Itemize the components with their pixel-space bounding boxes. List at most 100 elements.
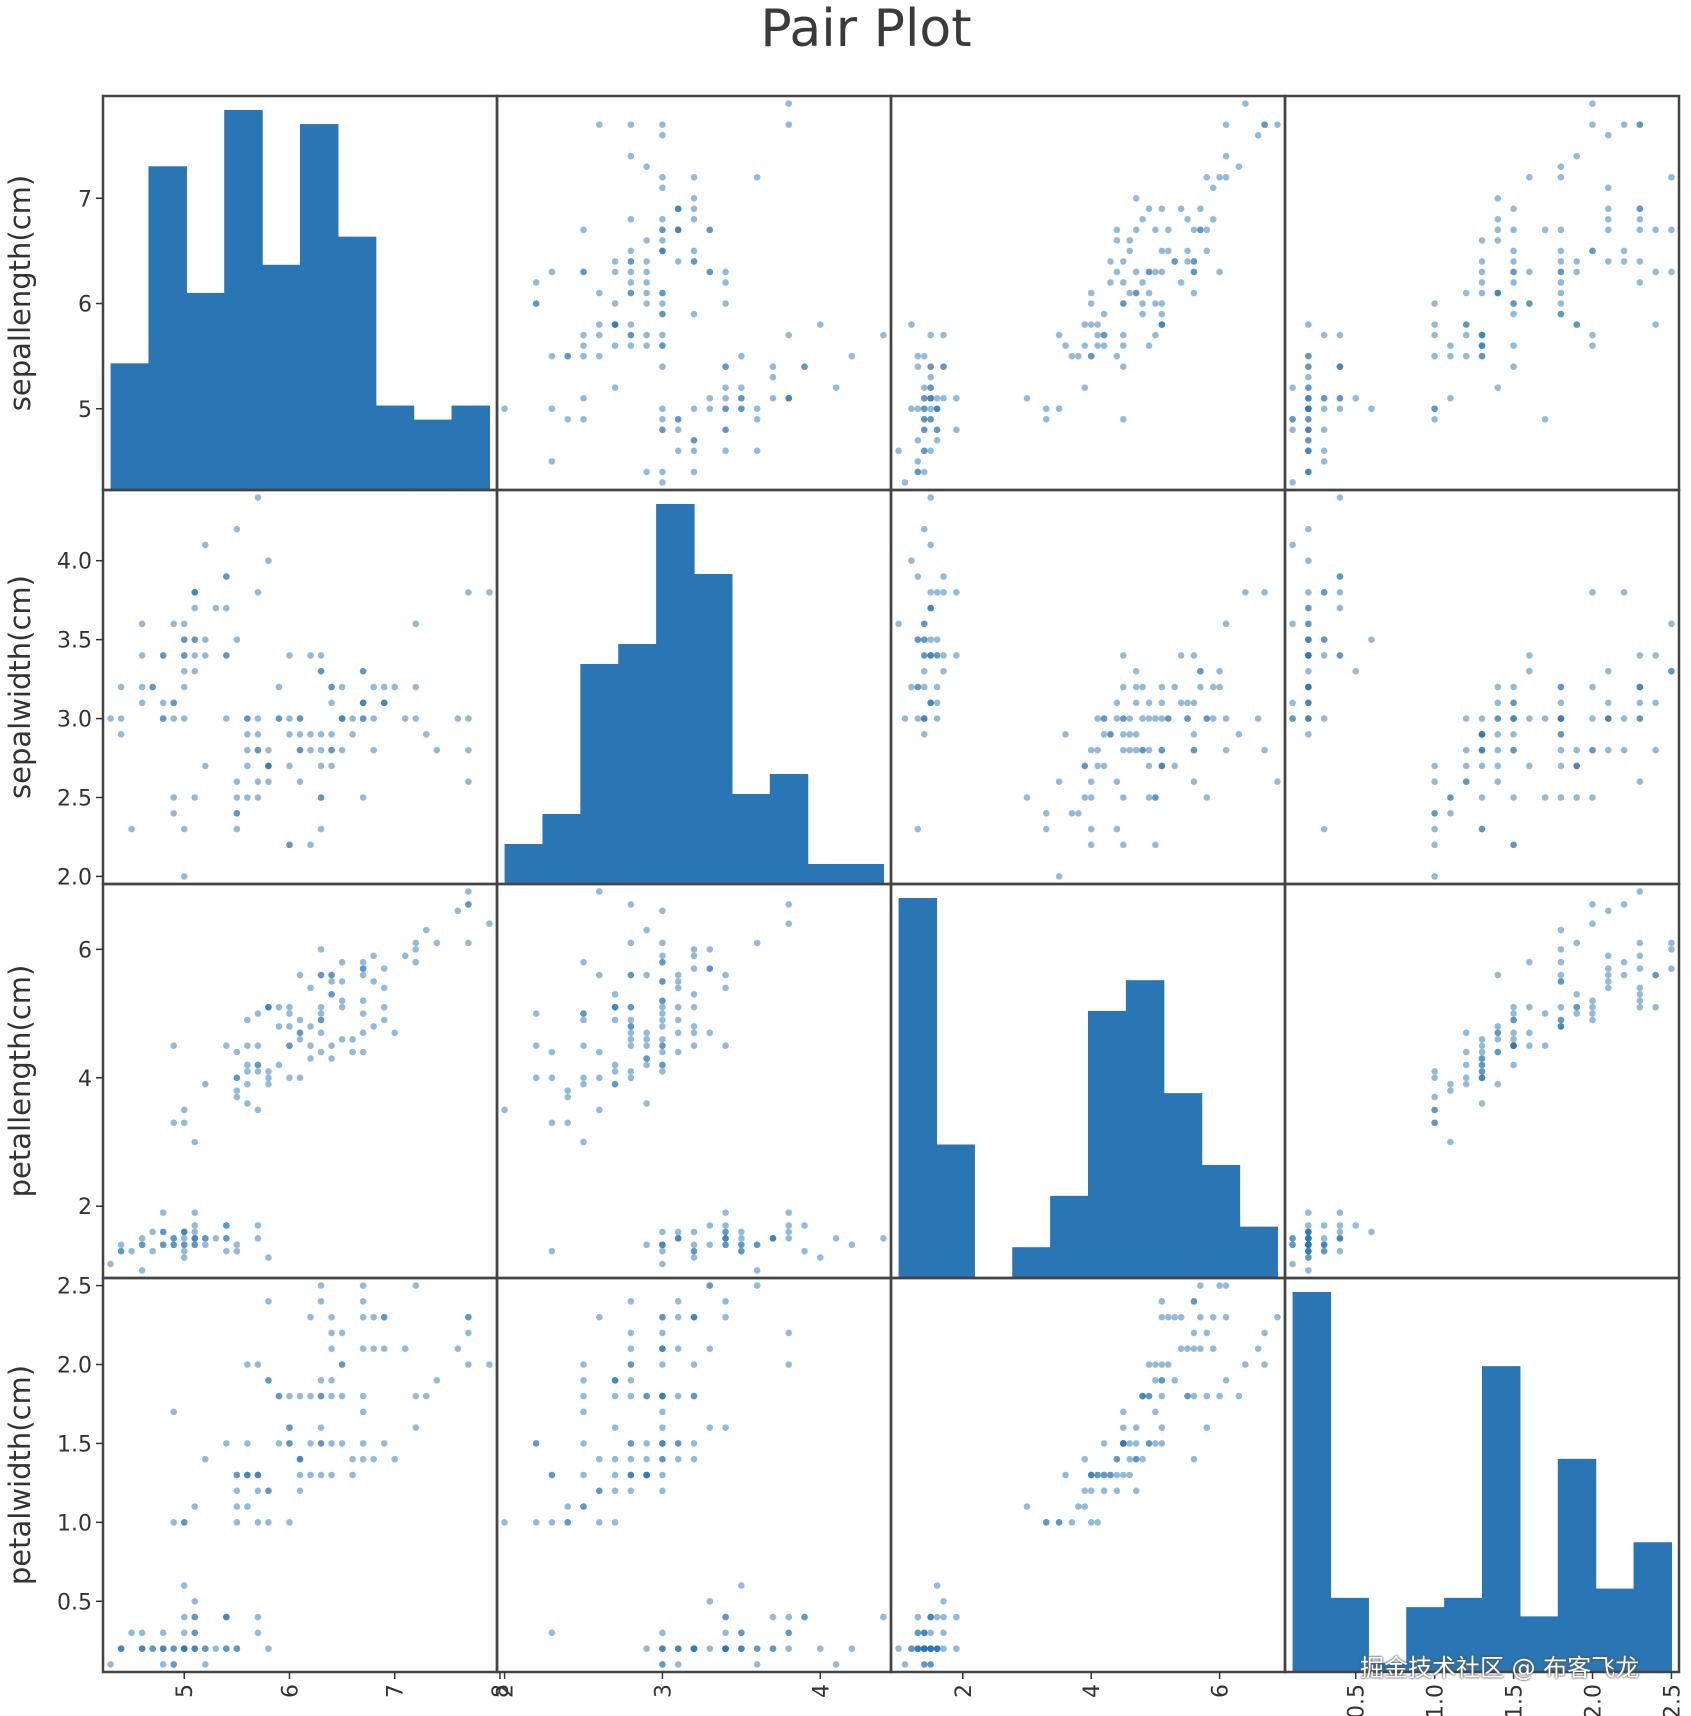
scatter-point bbox=[1055, 778, 1063, 786]
scatter-point bbox=[901, 479, 909, 486]
scatter-point bbox=[223, 573, 230, 580]
scatter-point bbox=[254, 731, 262, 738]
scatter-point bbox=[465, 1313, 472, 1321]
scatter-point bbox=[296, 731, 304, 738]
scatter-point bbox=[627, 1345, 635, 1353]
scatter-point bbox=[627, 1023, 635, 1030]
scatter-point bbox=[908, 557, 915, 565]
scatter-point bbox=[1190, 258, 1198, 265]
scatter-point bbox=[254, 778, 262, 786]
scatter-point bbox=[265, 778, 272, 786]
scatter-point bbox=[643, 268, 650, 276]
scatter-point bbox=[1462, 321, 1470, 328]
scatter-point bbox=[286, 1392, 293, 1400]
scatter-point bbox=[1462, 778, 1470, 786]
scatter-point bbox=[317, 1298, 325, 1305]
scatter-point bbox=[296, 1487, 304, 1495]
scatter-point bbox=[1087, 778, 1095, 786]
panel-sepallength-vs-petallength bbox=[889, 94, 1287, 492]
scatter-point bbox=[1158, 205, 1166, 213]
scatter-point bbox=[275, 1023, 283, 1030]
scatter-point bbox=[244, 746, 251, 754]
scatter-point bbox=[722, 1042, 729, 1049]
scatter-point bbox=[580, 1392, 587, 1400]
scatter-point bbox=[1222, 1313, 1230, 1321]
y-tick-label: 4 bbox=[78, 1067, 92, 1092]
scatter-point bbox=[1652, 746, 1659, 754]
scatter-point bbox=[627, 289, 635, 297]
scatter-point bbox=[920, 683, 928, 691]
hist-bar-sepalwidth-9 bbox=[845, 864, 885, 884]
scatter-point bbox=[1510, 205, 1517, 213]
scatter-point bbox=[159, 1645, 167, 1652]
y-tick-label: 1.5 bbox=[57, 1432, 92, 1457]
scatter-point bbox=[412, 939, 420, 947]
scatter-point bbox=[722, 1629, 729, 1637]
scatter-point bbox=[1164, 226, 1172, 234]
scatter-point bbox=[265, 762, 272, 770]
scatter-point bbox=[611, 258, 619, 265]
scatter-point bbox=[627, 901, 635, 908]
scatter-point bbox=[722, 1241, 729, 1249]
scatter-point bbox=[1510, 300, 1517, 307]
scatter-point bbox=[1541, 226, 1549, 234]
scatter-point bbox=[690, 1254, 698, 1261]
scatter-point bbox=[1120, 794, 1127, 801]
scatter-point bbox=[933, 652, 941, 659]
scatter-point bbox=[1573, 1003, 1581, 1011]
scatter-point bbox=[338, 1035, 346, 1043]
scatter-point bbox=[1431, 841, 1438, 849]
scatter-point bbox=[659, 300, 666, 307]
scatter-point bbox=[953, 588, 960, 596]
scatter-point bbox=[317, 971, 325, 979]
scatter-point bbox=[722, 1313, 729, 1321]
scatter-point bbox=[244, 1100, 251, 1107]
scatter-point bbox=[1494, 762, 1502, 770]
scatter-point bbox=[1107, 731, 1114, 738]
scatter-point bbox=[1081, 384, 1089, 392]
x-tick-label: 4 bbox=[1080, 1684, 1105, 1698]
scatter-point bbox=[1222, 152, 1230, 160]
scatter-point bbox=[738, 1582, 745, 1589]
scatter-point bbox=[548, 352, 556, 360]
scatter-point bbox=[201, 1661, 209, 1668]
scatter-point bbox=[465, 588, 472, 596]
scatter-point bbox=[1320, 331, 1328, 339]
panel-petallength-vs-sepallength bbox=[101, 882, 499, 1280]
scatter-point bbox=[690, 468, 698, 476]
scatter-point bbox=[914, 825, 922, 833]
scatter-point bbox=[753, 1661, 761, 1668]
scatter-point bbox=[880, 331, 887, 339]
scatter-point bbox=[317, 1048, 325, 1056]
scatter-point bbox=[580, 1074, 587, 1082]
scatter-point bbox=[920, 468, 928, 476]
scatter-point bbox=[370, 1023, 377, 1030]
hist-bar-petalwidth-6 bbox=[1519, 1616, 1559, 1672]
scatter-point bbox=[595, 888, 603, 895]
scatter-point bbox=[1620, 958, 1628, 966]
scatter-point bbox=[128, 1629, 135, 1637]
scatter-point bbox=[1100, 715, 1108, 722]
scatter-point bbox=[927, 405, 934, 413]
y-tick-label: 1.0 bbox=[57, 1511, 92, 1536]
scatter-point bbox=[643, 1100, 650, 1107]
scatter-point bbox=[914, 1645, 922, 1652]
scatter-point bbox=[1589, 1003, 1596, 1011]
scatter-point bbox=[454, 907, 462, 915]
scatter-point bbox=[223, 652, 230, 659]
scatter-point bbox=[191, 1613, 199, 1621]
scatter-point bbox=[265, 1080, 272, 1088]
scatter-point bbox=[370, 1345, 377, 1353]
scatter-point bbox=[1510, 342, 1517, 349]
scatter-point bbox=[1209, 1345, 1217, 1353]
scatter-point bbox=[1589, 746, 1596, 754]
scatter-point bbox=[307, 652, 314, 659]
scatter-point bbox=[328, 1313, 335, 1321]
scatter-point bbox=[1113, 268, 1121, 276]
scatter-point bbox=[580, 352, 587, 360]
scatter-point bbox=[933, 394, 941, 402]
scatter-point bbox=[380, 699, 388, 707]
scatter-point bbox=[1636, 952, 1644, 960]
scatter-point bbox=[1668, 268, 1675, 276]
scatter-point bbox=[1139, 746, 1146, 754]
